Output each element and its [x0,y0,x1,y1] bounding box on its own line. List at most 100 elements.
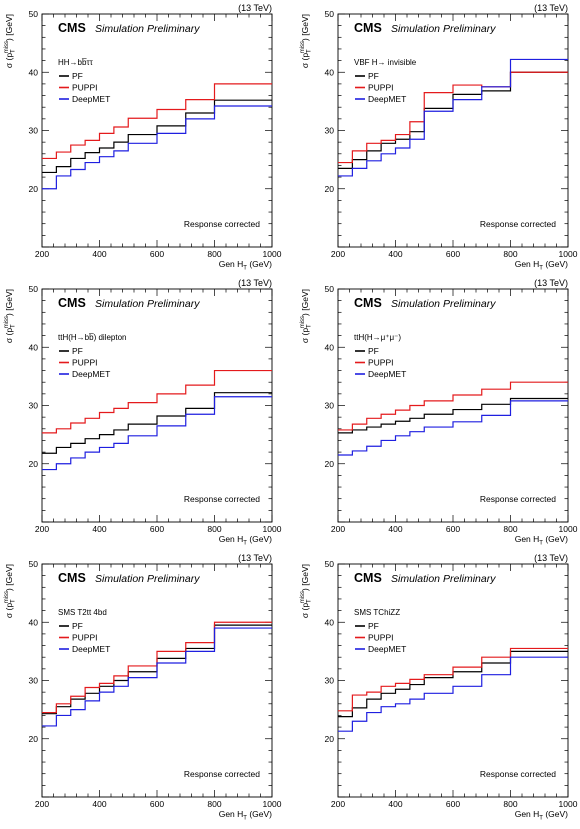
x-tick-label: 600 [150,249,164,259]
y-tick-label: 50 [325,9,335,19]
y-axis-title-sub: T [307,49,313,53]
experiment-label: CMS [58,21,86,35]
status-label: Simulation Preliminary [95,298,200,310]
x-tick-label: 400 [388,799,402,809]
y-axis-title-unit: ) [GeV] [4,564,14,591]
x-tick-label: 400 [388,249,402,259]
x-tick-label: 1000 [559,799,578,809]
y-tick-label: 40 [29,342,39,352]
y-axis-title-sup: miss [300,591,306,603]
x-tick-label: 1000 [559,524,578,534]
series-line-puppi [42,83,272,160]
y-axis-title-sub: T [11,49,17,53]
x-axis-title: Gen HT (GeV) [219,534,272,547]
legend-label-deepmet: DeepMET [368,369,406,379]
x-tick-label: 800 [207,524,221,534]
legend-label-pf: PF [368,346,379,356]
status-label: Simulation Preliminary [95,23,200,35]
y-axis-title-group: σ (pTmiss) [GeV] [4,14,17,68]
legend-label-deepmet: DeepMET [72,644,110,654]
y-tick-label: 40 [325,617,335,627]
x-tick-label: 200 [35,524,49,534]
legend-label-deepmet: DeepMET [72,369,110,379]
y-tick-label: 50 [29,559,39,569]
series-line-deepmet [338,58,568,177]
y-axis-title-main: σ (p [300,603,310,618]
x-tick-label: 200 [35,799,49,809]
x-tick-label: 400 [92,249,106,259]
x-axis-title-main: Gen H [219,809,244,819]
y-axis-title-main: σ (p [300,328,310,343]
y-axis-title-sub: T [307,599,313,603]
experiment-label: CMS [58,296,86,310]
annotation-label: Response corrected [480,769,556,779]
series-line-puppi [338,647,568,712]
legend-label-puppi: PUPPI [368,633,394,643]
energy-label: (13 TeV) [238,278,272,288]
y-axis-title-group: σ (pTmiss) [GeV] [300,564,313,618]
x-tick-label: 1000 [263,799,282,809]
y-tick-label: 50 [325,284,335,294]
x-axis-title: Gen HT (GeV) [219,809,272,822]
x-axis-title-unit: (GeV) [247,809,272,819]
x-axis-title-unit: (GeV) [543,259,568,269]
x-tick-label: 600 [150,799,164,809]
annotation-label: Response corrected [184,219,260,229]
x-axis-title: Gen HT (GeV) [219,259,272,272]
y-axis-title-sup: miss [300,41,306,53]
y-tick-label: 20 [29,184,39,194]
y-tick-label: 30 [325,126,335,136]
annotation-label: Response corrected [480,219,556,229]
x-axis-title-sub: T [243,541,247,547]
x-tick-label: 200 [331,799,345,809]
series-line-deepmet [338,656,568,732]
y-tick-label: 40 [29,67,39,77]
legend-label-pf: PF [72,71,83,81]
plot-frame [337,288,569,523]
y-tick-label: 40 [29,617,39,627]
plot-frame [41,288,273,523]
x-tick-label: 1000 [263,524,282,534]
y-tick-label: 20 [325,459,335,469]
y-axis-title: σ (pTmiss) [GeV] [300,564,313,618]
process-label: SMS TChiZZ [354,608,400,617]
energy-label: (13 TeV) [238,553,272,563]
y-tick-label: 50 [29,9,39,19]
x-tick-label: 800 [503,799,517,809]
y-tick-label: 30 [29,126,39,136]
x-tick-label: 200 [331,524,345,534]
status-label: Simulation Preliminary [95,573,200,585]
y-axis-title: σ (pTmiss) [GeV] [4,14,17,68]
energy-label: (13 TeV) [238,3,272,13]
x-axis-title: Gen HT (GeV) [515,809,568,822]
process-label: HH→bb̅ττ [58,58,94,67]
x-tick-label: 800 [207,249,221,259]
status-label: Simulation Preliminary [391,573,496,585]
y-axis-title-sub: T [11,599,17,603]
legend-label-deepmet: DeepMET [368,644,406,654]
status-label: Simulation Preliminary [391,298,496,310]
y-axis-title-unit: ) [GeV] [4,289,14,316]
x-axis-title-main: Gen H [515,259,540,269]
series-line-pf [338,397,568,434]
y-tick-label: 30 [325,401,335,411]
experiment-label: CMS [354,296,382,310]
legend-label-puppi: PUPPI [72,83,98,93]
x-axis-title-unit: (GeV) [247,259,272,269]
y-tick-label: 50 [325,559,335,569]
y-axis-title: σ (pTmiss) [GeV] [300,14,313,68]
legend-label-puppi: PUPPI [368,83,394,93]
y-tick-label: 50 [29,284,39,294]
status-label: Simulation Preliminary [391,23,496,35]
legend-label-deepmet: DeepMET [368,94,406,104]
series-line-deepmet [338,400,568,456]
legend-label-deepmet: DeepMET [72,94,110,104]
y-axis-title-main: σ (p [4,53,14,68]
y-tick-label: 40 [325,342,335,352]
